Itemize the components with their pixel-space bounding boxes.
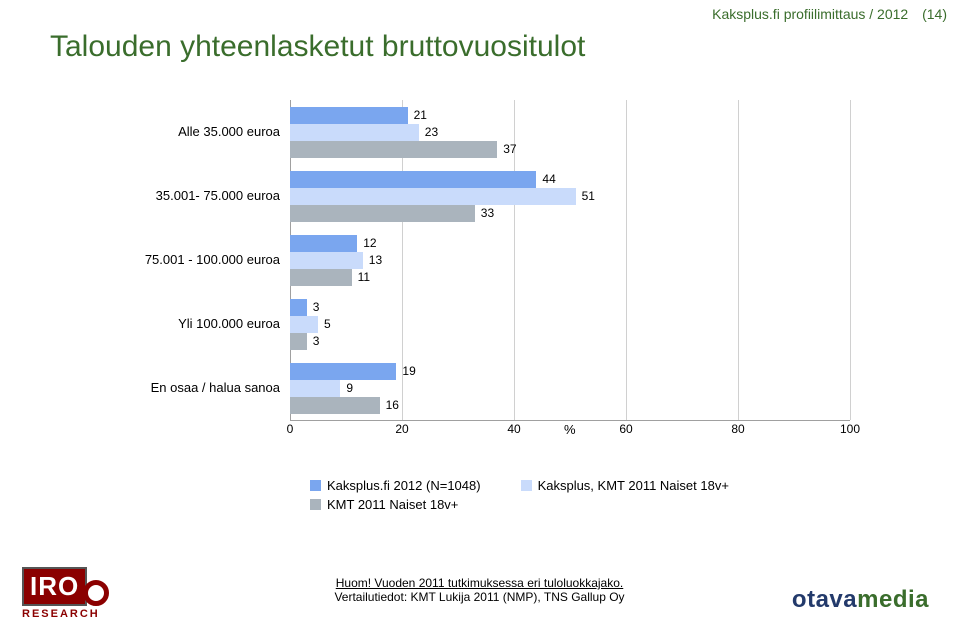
plot-area: 21233744513312131135319916020406080100% (290, 100, 850, 420)
media-text: media (857, 586, 929, 613)
header-source: Kaksplus.fi profiilimittaus / 2012 (14) (712, 6, 947, 22)
category-label: Alle 35.000 euroa (110, 100, 280, 164)
legend-item: Kaksplus, KMT 2011 Naiset 18v+ (521, 478, 729, 493)
bar-value-label: 23 (421, 124, 438, 141)
footnote-line2: Vertailutiedot: KMT Lukija 2011 (NMP), T… (334, 590, 624, 604)
chart-legend: Kaksplus.fi 2012 (N=1048) Kaksplus, KMT 2… (310, 478, 850, 516)
bar-value-label: 3 (309, 299, 320, 316)
bar (290, 363, 396, 380)
bar (290, 205, 475, 222)
bar-value-label: 13 (365, 252, 382, 269)
legend-swatch (310, 480, 321, 491)
bar-group: 121311 (290, 228, 850, 292)
otava-text: otava (792, 586, 857, 613)
bar (290, 316, 318, 333)
iro-ring-icon (83, 580, 109, 606)
legend-item: Kaksplus.fi 2012 (N=1048) (310, 478, 481, 493)
x-tick-label: 80 (731, 422, 744, 436)
legend-label: Kaksplus, KMT 2011 Naiset 18v+ (538, 478, 729, 493)
bar (290, 299, 307, 316)
bar-group: 44 51 33 (290, 164, 850, 228)
bar-value-label: 9 (342, 380, 353, 397)
bar (290, 124, 419, 141)
bar (290, 380, 340, 397)
bar-group: 2123 37 (290, 100, 850, 164)
legend-item: KMT 2011 Naiset 18v+ (310, 497, 458, 512)
bar-value-label: 16 (382, 397, 399, 414)
legend-swatch (310, 499, 321, 510)
category-label: En osaa / halua sanoa (110, 356, 280, 420)
x-axis-ticks: 020406080100% (290, 422, 850, 442)
bar-value-label: 5 (320, 316, 331, 333)
legend-swatch (521, 480, 532, 491)
category-label: 75.001 - 100.000 euroa (110, 228, 280, 292)
page-title: Talouden yhteenlasketut bruttovuositulot (50, 30, 585, 64)
bar-chart: Alle 35.000 euroa35.001- 75.000 euroa75.… (110, 100, 850, 460)
legend-label: KMT 2011 Naiset 18v+ (327, 497, 458, 512)
bar-value-label: 51 (578, 188, 595, 205)
bar (290, 107, 408, 124)
bar-value-label: 33 (477, 205, 494, 222)
bar (290, 333, 307, 350)
bar-group: 353 (290, 292, 850, 356)
x-tick-label: 40 (507, 422, 520, 436)
gridline (850, 100, 851, 420)
x-axis-line (290, 420, 850, 421)
legend-label: Kaksplus.fi 2012 (N=1048) (327, 478, 481, 493)
bar-group: 19 9 16 (290, 356, 850, 420)
x-tick-label: 0 (287, 422, 294, 436)
bar (290, 141, 497, 158)
bar-value-label: 21 (410, 107, 427, 124)
y-axis-labels: Alle 35.000 euroa35.001- 75.000 euroa75.… (110, 100, 290, 420)
bar (290, 171, 536, 188)
bar (290, 188, 576, 205)
bar-value-label: 11 (354, 269, 370, 286)
source-text: Kaksplus.fi profiilimittaus / 2012 (712, 6, 908, 22)
x-tick-label: 60 (619, 422, 632, 436)
category-label: 35.001- 75.000 euroa (110, 164, 280, 228)
x-tick-label: 20 (395, 422, 408, 436)
bar (290, 397, 380, 414)
bar-value-label: 44 (538, 171, 555, 188)
x-unit-label: % (564, 422, 576, 437)
bar (290, 269, 352, 286)
bar-value-label: 3 (309, 333, 320, 350)
otavamedia-logo: otavamedia (792, 586, 929, 614)
bar-value-label: 19 (398, 363, 415, 380)
category-label: Yli 100.000 euroa (110, 292, 280, 356)
page-number: (14) (922, 6, 947, 22)
x-tick-label: 100 (840, 422, 860, 436)
iro-research-logo: IRO RESEARCH (22, 566, 109, 620)
footnote-line1: Huom! Vuoden 2011 tutkimuksessa eri tulo… (336, 576, 624, 590)
iro-text: IRO (22, 567, 87, 606)
bar (290, 235, 357, 252)
bar-value-label: 37 (499, 141, 516, 158)
research-text: RESEARCH (22, 608, 109, 620)
bar (290, 252, 363, 269)
bar-value-label: 12 (359, 235, 376, 252)
